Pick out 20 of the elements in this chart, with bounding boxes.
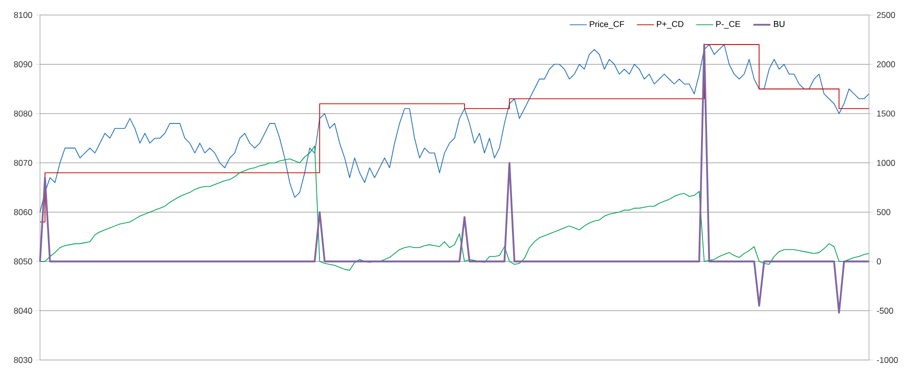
y-tick-label: 8030 [14, 357, 32, 363]
y2-tick-label: -1000 [876, 357, 898, 363]
y2-tick-label: 0 [876, 258, 881, 264]
y2-tick-label: 1000 [877, 160, 896, 166]
legend-label: BU [774, 21, 784, 27]
y-tick-label: 8050 [14, 258, 32, 264]
y2-tick-label: 2000 [876, 61, 896, 68]
y2-tick-label: 2500 [876, 12, 896, 18]
y2-tick-label: 500 [876, 209, 890, 216]
legend-label: P+_CD [656, 21, 684, 29]
y2-tick-label: 1500 [877, 110, 896, 117]
y-tick-label: 8090 [14, 61, 32, 68]
y-tick-label: 8070 [14, 160, 32, 166]
legend-label: P-_CE [716, 21, 740, 29]
y2-tick-label: -500 [876, 308, 894, 314]
y-tick-label: 8080 [14, 110, 32, 117]
y-tick-label: 8040 [14, 308, 32, 314]
y-tick-label: 8100 [14, 12, 32, 18]
y-tick-label: 8060 [14, 209, 32, 216]
legend-label: Price_CF [590, 20, 624, 29]
